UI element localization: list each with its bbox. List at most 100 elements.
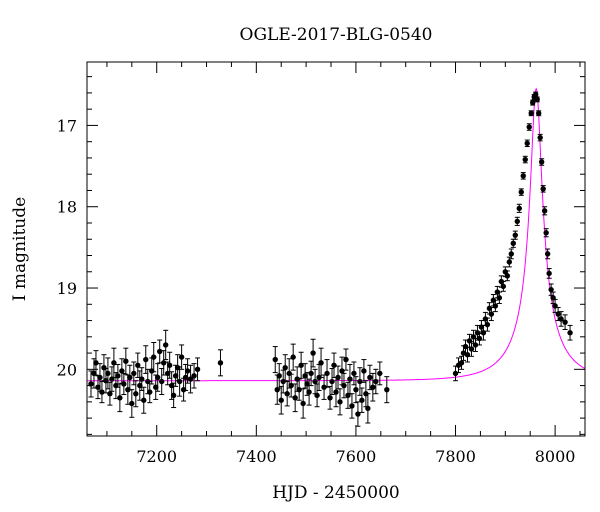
data-marker [286, 370, 292, 377]
data-marker [518, 189, 524, 195]
data-marker [139, 376, 145, 382]
data-point [367, 364, 373, 391]
model-fit-curve [87, 87, 585, 382]
data-marker [458, 360, 465, 366]
data-marker [121, 381, 127, 387]
data-point [508, 248, 514, 260]
data-point [327, 385, 333, 410]
data-point [308, 360, 314, 387]
data-point [178, 344, 185, 370]
data-point [139, 367, 145, 391]
data-marker [300, 400, 306, 407]
data-marker [324, 370, 330, 377]
data-point [520, 172, 526, 180]
data-point [540, 185, 546, 193]
data-marker [546, 270, 552, 277]
data-point [286, 358, 292, 389]
data-marker [355, 411, 361, 417]
data-point [324, 359, 330, 388]
data-point [129, 389, 135, 418]
data-marker [149, 368, 155, 374]
data-point [343, 348, 349, 371]
data-marker [137, 382, 143, 389]
data-point [194, 357, 201, 382]
data-marker [160, 360, 167, 366]
data-marker [166, 362, 173, 368]
data-point [284, 381, 290, 407]
data-marker [484, 321, 491, 328]
data-marker [361, 368, 367, 374]
data-marker [562, 319, 568, 325]
data-marker [133, 391, 139, 397]
data-marker [93, 360, 99, 366]
data-point [518, 188, 524, 196]
data-point [351, 361, 357, 386]
data-marker [537, 134, 543, 141]
data-point [544, 248, 551, 260]
data-point [543, 228, 549, 238]
data-point [365, 393, 371, 424]
y-tick-label: 17 [57, 116, 77, 135]
data-marker [535, 110, 542, 116]
data-marker [508, 251, 514, 257]
data-marker [496, 295, 503, 301]
data-marker [321, 384, 327, 390]
data-point [141, 386, 147, 414]
y-tick-label: 18 [57, 198, 77, 217]
data-marker [528, 110, 534, 116]
data-point [151, 342, 157, 373]
data-marker [153, 384, 159, 390]
y-tick-label: 20 [57, 360, 77, 379]
data-point [452, 365, 459, 382]
data-marker [147, 389, 153, 395]
data-marker [180, 386, 187, 393]
data-marker [331, 362, 337, 368]
data-marker [351, 370, 357, 377]
data-marker [164, 370, 171, 377]
data-marker [540, 186, 546, 192]
data-marker [333, 389, 339, 395]
data-marker [492, 303, 499, 309]
y-axis-label: I magnitude [10, 197, 30, 301]
data-point [516, 203, 522, 213]
data-point [355, 401, 361, 427]
data-marker [541, 208, 548, 214]
data-point [488, 307, 495, 322]
data-marker [141, 397, 147, 403]
data-marker [170, 392, 177, 399]
data-point [535, 110, 542, 117]
data-point [170, 382, 177, 409]
data-marker [504, 273, 511, 279]
data-point [514, 216, 520, 226]
data-point [300, 388, 306, 419]
data-marker [543, 230, 549, 236]
x-tick-label: 7800 [435, 447, 476, 466]
data-marker [468, 346, 475, 352]
data-marker [329, 378, 335, 385]
data-marker [339, 368, 345, 374]
data-point [155, 363, 161, 392]
data-marker [512, 232, 518, 238]
data-marker [276, 373, 282, 379]
data-marker [162, 342, 169, 348]
data-marker [88, 381, 94, 387]
data-point [468, 341, 475, 357]
data-marker [486, 305, 493, 312]
data-marker [123, 358, 129, 364]
data-marker [290, 354, 296, 360]
data-point [528, 110, 534, 117]
data-marker [115, 373, 121, 379]
data-point [95, 375, 101, 400]
data-marker [304, 381, 310, 387]
data-point [526, 123, 532, 131]
data-point [143, 345, 149, 374]
data-marker [103, 378, 109, 384]
data-point [530, 99, 536, 106]
data-marker [111, 360, 117, 366]
data-point [318, 347, 324, 378]
data-marker [357, 378, 363, 385]
data-marker [298, 362, 304, 368]
data-marker [314, 392, 320, 399]
data-marker [341, 382, 347, 389]
data-marker [182, 374, 189, 381]
